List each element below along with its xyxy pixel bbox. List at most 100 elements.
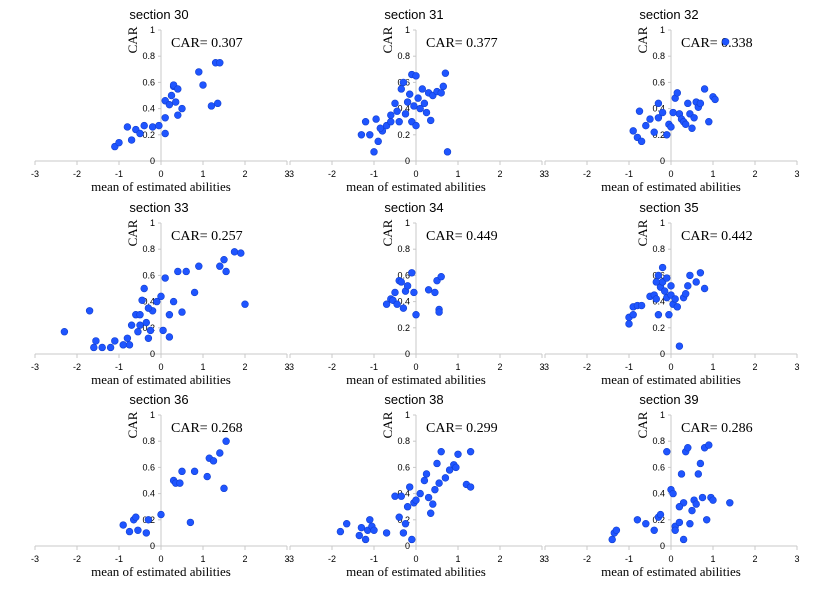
data-point bbox=[435, 308, 443, 316]
x-tick-label: 3 bbox=[539, 362, 544, 372]
y-tick-label: 0.6 bbox=[397, 462, 410, 472]
data-point bbox=[401, 110, 410, 118]
x-tick-label: 1 bbox=[200, 362, 205, 372]
y-tick-label: 1 bbox=[150, 25, 155, 35]
data-point bbox=[106, 343, 115, 352]
data-point bbox=[374, 137, 382, 146]
x-tick-label: 0 bbox=[158, 554, 163, 564]
data-point bbox=[665, 311, 673, 319]
data-point bbox=[119, 521, 127, 529]
data-point bbox=[119, 341, 127, 349]
data-point bbox=[696, 269, 705, 277]
y-tick-label: 1 bbox=[150, 218, 155, 228]
data-point bbox=[439, 82, 447, 91]
x-tick-label: 2 bbox=[752, 362, 757, 372]
data-point bbox=[650, 128, 658, 136]
x-tick-label: 3 bbox=[539, 554, 544, 564]
data-point bbox=[115, 138, 123, 147]
data-point bbox=[161, 274, 169, 282]
data-point bbox=[667, 282, 675, 290]
x-tick-label: -1 bbox=[370, 362, 378, 372]
y-tick-label: 0.4 bbox=[652, 489, 665, 499]
x-tick-label: 3 bbox=[794, 362, 799, 372]
x-tick-label: -3 bbox=[541, 554, 549, 564]
y-tick-label: 1 bbox=[405, 410, 410, 420]
data-point bbox=[435, 479, 443, 487]
data-point bbox=[427, 116, 435, 125]
data-point bbox=[420, 99, 429, 108]
data-point bbox=[397, 278, 405, 286]
data-point bbox=[424, 286, 433, 294]
data-point bbox=[437, 89, 445, 97]
data-point bbox=[157, 510, 165, 519]
x-tick-label: 1 bbox=[710, 362, 715, 372]
data-point bbox=[673, 303, 681, 311]
x-tick-label: -1 bbox=[115, 554, 123, 564]
data-point bbox=[136, 311, 144, 319]
x-tick-label: -2 bbox=[73, 554, 81, 564]
data-point bbox=[642, 520, 650, 528]
y-axis-label: CAR bbox=[125, 26, 140, 53]
y-axis-label: CAR bbox=[635, 26, 650, 53]
y-tick-label: 0.8 bbox=[652, 244, 665, 254]
data-point bbox=[696, 99, 705, 108]
data-point bbox=[136, 321, 144, 329]
data-point bbox=[656, 510, 665, 519]
y-tick-label: 1 bbox=[405, 25, 410, 35]
data-point bbox=[658, 108, 667, 117]
data-point bbox=[654, 311, 663, 319]
x-tick-label: -3 bbox=[31, 362, 39, 372]
y-axis-label: CAR bbox=[635, 411, 650, 438]
chart-title: section 31 bbox=[384, 7, 443, 22]
data-point bbox=[146, 326, 155, 335]
y-tick-label: 0.8 bbox=[397, 244, 410, 254]
y-axis-label: CAR bbox=[380, 219, 395, 246]
data-point bbox=[403, 503, 412, 511]
data-point bbox=[397, 492, 405, 500]
data-point bbox=[90, 343, 98, 352]
data-point bbox=[393, 107, 401, 115]
data-point bbox=[216, 262, 224, 270]
data-point bbox=[382, 529, 391, 537]
x-axis-label: mean of estimated abilities bbox=[346, 564, 486, 579]
chart-title: section 32 bbox=[639, 7, 698, 22]
data-point bbox=[399, 304, 408, 312]
chart-title: section 33 bbox=[129, 200, 188, 215]
y-tick-label: 0 bbox=[405, 541, 410, 551]
data-point bbox=[654, 114, 663, 122]
data-point bbox=[372, 115, 380, 123]
y-tick-label: 1 bbox=[660, 218, 665, 228]
data-point bbox=[416, 489, 424, 498]
data-point bbox=[165, 311, 174, 319]
x-tick-label: -3 bbox=[286, 554, 294, 564]
x-axis-label: mean of estimated abilities bbox=[346, 372, 486, 387]
data-point bbox=[343, 520, 351, 528]
data-point bbox=[686, 520, 694, 528]
data-point bbox=[241, 300, 249, 308]
data-point bbox=[663, 447, 671, 456]
data-point bbox=[136, 129, 144, 138]
data-point bbox=[705, 117, 713, 126]
data-point bbox=[395, 117, 403, 126]
y-tick-label: 0.8 bbox=[652, 51, 665, 61]
y-tick-label: 0.2 bbox=[397, 323, 410, 333]
data-point bbox=[169, 297, 178, 306]
y-tick-label: 0.6 bbox=[142, 270, 155, 280]
y-axis-label: CAR bbox=[125, 219, 140, 246]
x-tick-label: 3 bbox=[284, 362, 289, 372]
data-point bbox=[406, 483, 414, 491]
y-tick-label: 0 bbox=[405, 156, 410, 166]
x-tick-label: 1 bbox=[455, 554, 460, 564]
data-point bbox=[427, 509, 435, 517]
x-tick-label: -3 bbox=[31, 554, 39, 564]
x-tick-label: -1 bbox=[370, 169, 378, 179]
x-tick-label: 3 bbox=[794, 554, 799, 564]
x-axis-label: mean of estimated abilities bbox=[601, 179, 741, 194]
x-tick-label: 2 bbox=[242, 362, 247, 372]
data-point bbox=[410, 102, 418, 110]
data-point bbox=[357, 523, 366, 532]
data-point bbox=[92, 337, 100, 345]
x-tick-label: 1 bbox=[710, 554, 715, 564]
x-tick-label: -1 bbox=[625, 362, 633, 372]
